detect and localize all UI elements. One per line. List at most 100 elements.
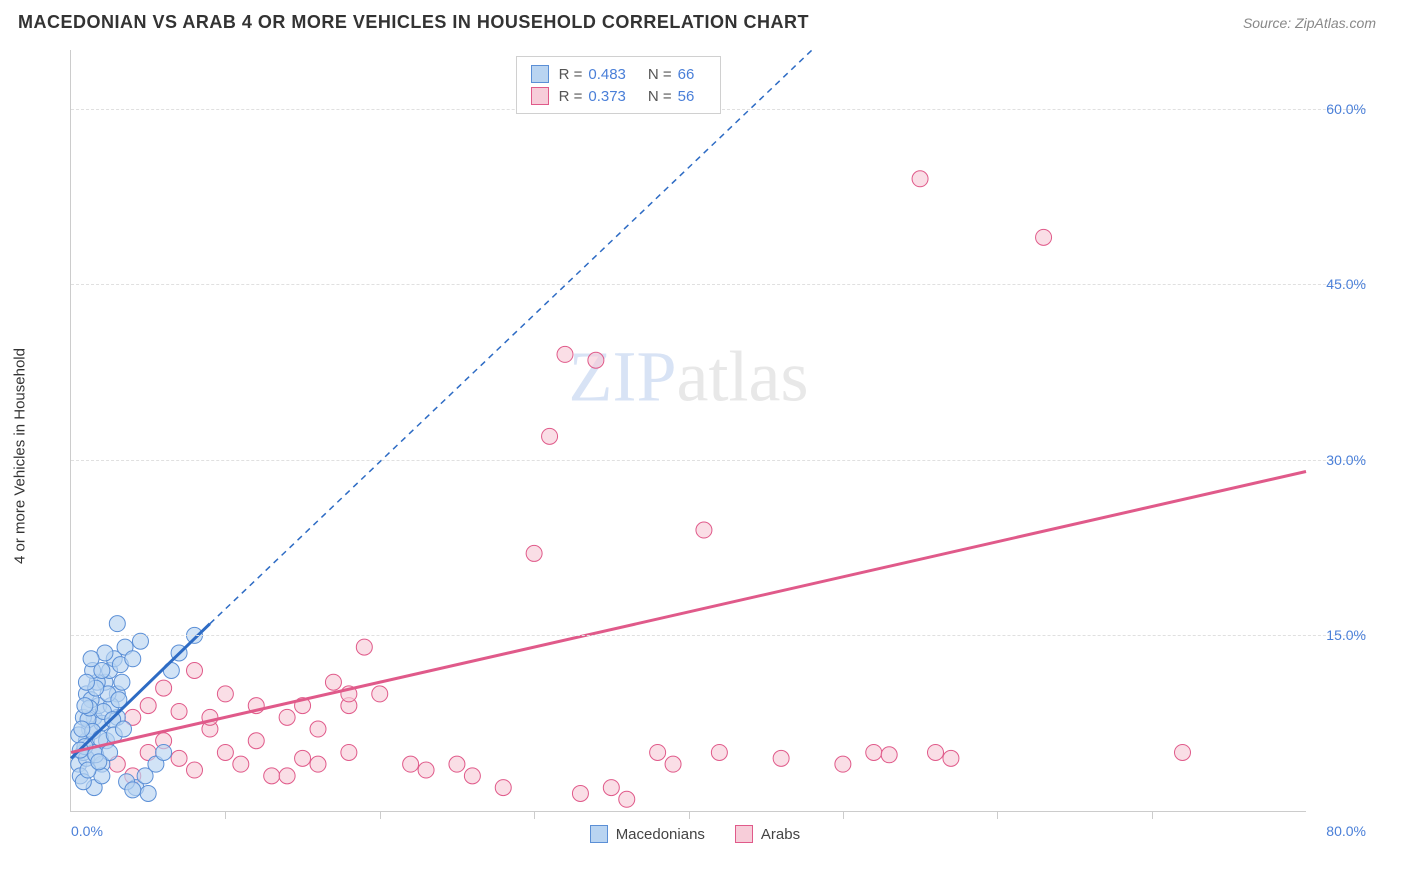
legend-swatch-arabs <box>735 825 753 843</box>
scatter-point <box>171 750 187 766</box>
scatter-point <box>114 674 130 690</box>
scatter-point <box>372 686 388 702</box>
scatter-point <box>125 651 141 667</box>
scatter-point <box>928 744 944 760</box>
scatter-point <box>696 522 712 538</box>
scatter-point <box>115 721 131 737</box>
x-origin-label: 0.0% <box>71 823 103 839</box>
scatter-point <box>233 756 249 772</box>
scatter-point <box>78 674 94 690</box>
scatter-point <box>341 744 357 760</box>
scatter-point <box>557 346 573 362</box>
scatter-point <box>187 762 203 778</box>
scatter-point <box>665 756 681 772</box>
scatter-point <box>91 754 107 770</box>
y-tick-label: 30.0% <box>1326 452 1366 468</box>
x-tick <box>1152 811 1153 819</box>
scatter-point <box>943 750 959 766</box>
scatter-point <box>650 744 666 760</box>
scatter-point <box>449 756 465 772</box>
legend-row-series1: R = 0.483 N = 66 <box>531 63 707 85</box>
gridline-h <box>71 635 1366 636</box>
scatter-point <box>156 680 172 696</box>
scatter-point <box>325 674 341 690</box>
y-axis-label: 4 or more Vehicles in Household <box>12 348 29 564</box>
x-tick <box>843 811 844 819</box>
scatter-point <box>603 780 619 796</box>
scatter-point <box>356 639 372 655</box>
scatter-point <box>74 721 90 737</box>
regression-line-series1-extend <box>210 50 812 624</box>
legend-row-series2: R = 0.373 N = 56 <box>531 85 707 107</box>
legend-item-arabs: Arabs <box>735 825 800 843</box>
scatter-point <box>109 616 125 632</box>
gridline-h <box>71 284 1366 285</box>
r-value-1: 0.483 <box>588 66 626 83</box>
scatter-point <box>542 428 558 444</box>
scatter-point <box>711 744 727 760</box>
y-tick-label: 45.0% <box>1326 276 1366 292</box>
x-max-label: 80.0% <box>1326 823 1366 839</box>
scatter-point <box>773 750 789 766</box>
x-tick <box>997 811 998 819</box>
scatter-point <box>279 768 295 784</box>
scatter-point <box>77 698 93 714</box>
scatter-point <box>171 703 187 719</box>
legend-swatch-2 <box>531 87 549 105</box>
series-legend: Macedonians Arabs <box>590 825 800 843</box>
scatter-point <box>403 756 419 772</box>
scatter-point <box>495 780 511 796</box>
x-tick <box>225 811 226 819</box>
y-tick-label: 15.0% <box>1326 627 1366 643</box>
chart-title: MACEDONIAN VS ARAB 4 OR MORE VEHICLES IN… <box>18 12 809 33</box>
n-label: N = <box>648 66 672 83</box>
scatter-point <box>83 651 99 667</box>
source-attribution: Source: ZipAtlas.com <box>1243 15 1376 31</box>
legend-item-macedonians: Macedonians <box>590 825 705 843</box>
scatter-point <box>248 733 264 749</box>
legend-swatch-1 <box>531 65 549 83</box>
scatter-point <box>310 721 326 737</box>
scatter-point <box>217 686 233 702</box>
scatter-point <box>881 747 897 763</box>
scatter-point <box>835 756 851 772</box>
scatter-point <box>295 750 311 766</box>
x-tick <box>534 811 535 819</box>
scatter-point <box>140 785 156 801</box>
legend-label-macedonians: Macedonians <box>616 826 705 843</box>
scatter-point <box>279 709 295 725</box>
r-label: R = <box>559 88 583 105</box>
legend-swatch-macedonians <box>590 825 608 843</box>
scatter-point <box>1036 229 1052 245</box>
n-label: N = <box>648 88 672 105</box>
scatter-point <box>156 744 172 760</box>
scatter-point <box>310 756 326 772</box>
r-label: R = <box>559 66 583 83</box>
legend-label-arabs: Arabs <box>761 826 800 843</box>
scatter-point <box>140 698 156 714</box>
scatter-point <box>526 545 542 561</box>
scatter-point <box>464 768 480 784</box>
scatter-point <box>418 762 434 778</box>
scatter-point <box>125 782 141 798</box>
chart-container: 4 or more Vehicles in Household ZIPatlas… <box>50 50 1376 862</box>
scatter-point <box>912 171 928 187</box>
n-value-2: 56 <box>678 88 695 105</box>
scatter-svg <box>71 50 1306 811</box>
scatter-point <box>264 768 280 784</box>
gridline-h <box>71 460 1366 461</box>
scatter-point <box>187 663 203 679</box>
x-tick <box>689 811 690 819</box>
r-value-2: 0.373 <box>588 88 626 105</box>
y-tick-label: 60.0% <box>1326 101 1366 117</box>
scatter-point <box>619 791 635 807</box>
scatter-point <box>1175 744 1191 760</box>
x-tick <box>380 811 381 819</box>
scatter-point <box>572 785 588 801</box>
n-value-1: 66 <box>678 66 695 83</box>
scatter-point <box>217 744 233 760</box>
scatter-point <box>866 744 882 760</box>
correlation-legend: R = 0.483 N = 66 R = 0.373 N = 56 <box>516 56 722 114</box>
scatter-point <box>588 352 604 368</box>
regression-line-series2 <box>71 471 1306 752</box>
